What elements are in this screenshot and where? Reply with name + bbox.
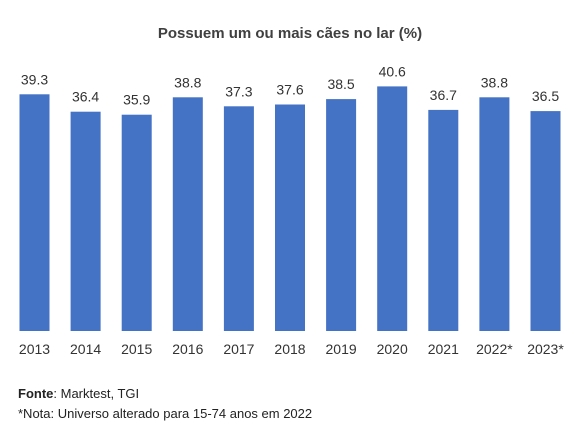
value-label: 39.3 (21, 71, 48, 87)
x-tick-label: 2017 (223, 341, 254, 357)
bar-2017 (223, 106, 254, 331)
x-tick-label: 2018 (274, 341, 305, 357)
value-label: 40.6 (379, 63, 406, 79)
bar-2013 (19, 94, 50, 331)
source-label: Fonte (18, 386, 54, 401)
bar-2015 (121, 114, 152, 331)
x-tick-label: 2021 (428, 341, 459, 357)
value-label: 36.5 (532, 88, 559, 104)
bar-2018 (275, 104, 305, 331)
footnotes: Fonte: Marktest, TGI *Nota: Universo alt… (18, 384, 312, 424)
x-tick-label: 2013 (19, 341, 50, 357)
x-tick-label: 2022* (476, 341, 513, 357)
value-label: 36.7 (430, 87, 457, 103)
x-tick-label: 2016 (172, 341, 203, 357)
value-label: 37.3 (225, 83, 252, 99)
x-tick-label: 2020 (377, 341, 408, 357)
x-tick-label: 2019 (326, 341, 357, 357)
footnote: *Nota: Universo alterado para 15-74 anos… (18, 406, 313, 421)
bars-group (19, 86, 561, 332)
value-label: 35.9 (123, 92, 150, 108)
value-label: 38.8 (174, 74, 201, 90)
x-axis-tick-labels: 2013 2014 2015 2016 2017 2018 2019 2020 2021 2022… (19, 341, 564, 357)
x-tick-label: 2015 (121, 341, 152, 357)
x-tick-label: 2014 (70, 341, 101, 357)
bar-2021 (428, 109, 459, 332)
bar-2022 (479, 97, 510, 331)
bar-2020 (377, 86, 408, 332)
bar-2023 (530, 111, 561, 331)
value-label: 38.5 (327, 76, 354, 92)
value-label: 38.8 (481, 74, 508, 90)
value-labels-group: 39.3 36.4 35.9 38.8 37.3 37.6 38.5 40.6 36.7 38.8… (21, 63, 559, 107)
bar-2014 (70, 111, 101, 331)
value-label: 37.6 (276, 82, 303, 98)
source-text: : Marktest, TGI (53, 386, 140, 401)
bar-chart: Possuem um ou mais cães no lar (%) 39.33… (19, 25, 564, 357)
source-line: Fonte: Marktest, TGI (18, 384, 312, 404)
x-tick-label: 2023* (527, 341, 564, 357)
chart-title: Possuem um ou mais cães no lar (%) (158, 25, 422, 42)
value-label: 36.4 (72, 89, 99, 105)
bar-2019 (326, 99, 357, 331)
bar-2016 (172, 97, 203, 331)
